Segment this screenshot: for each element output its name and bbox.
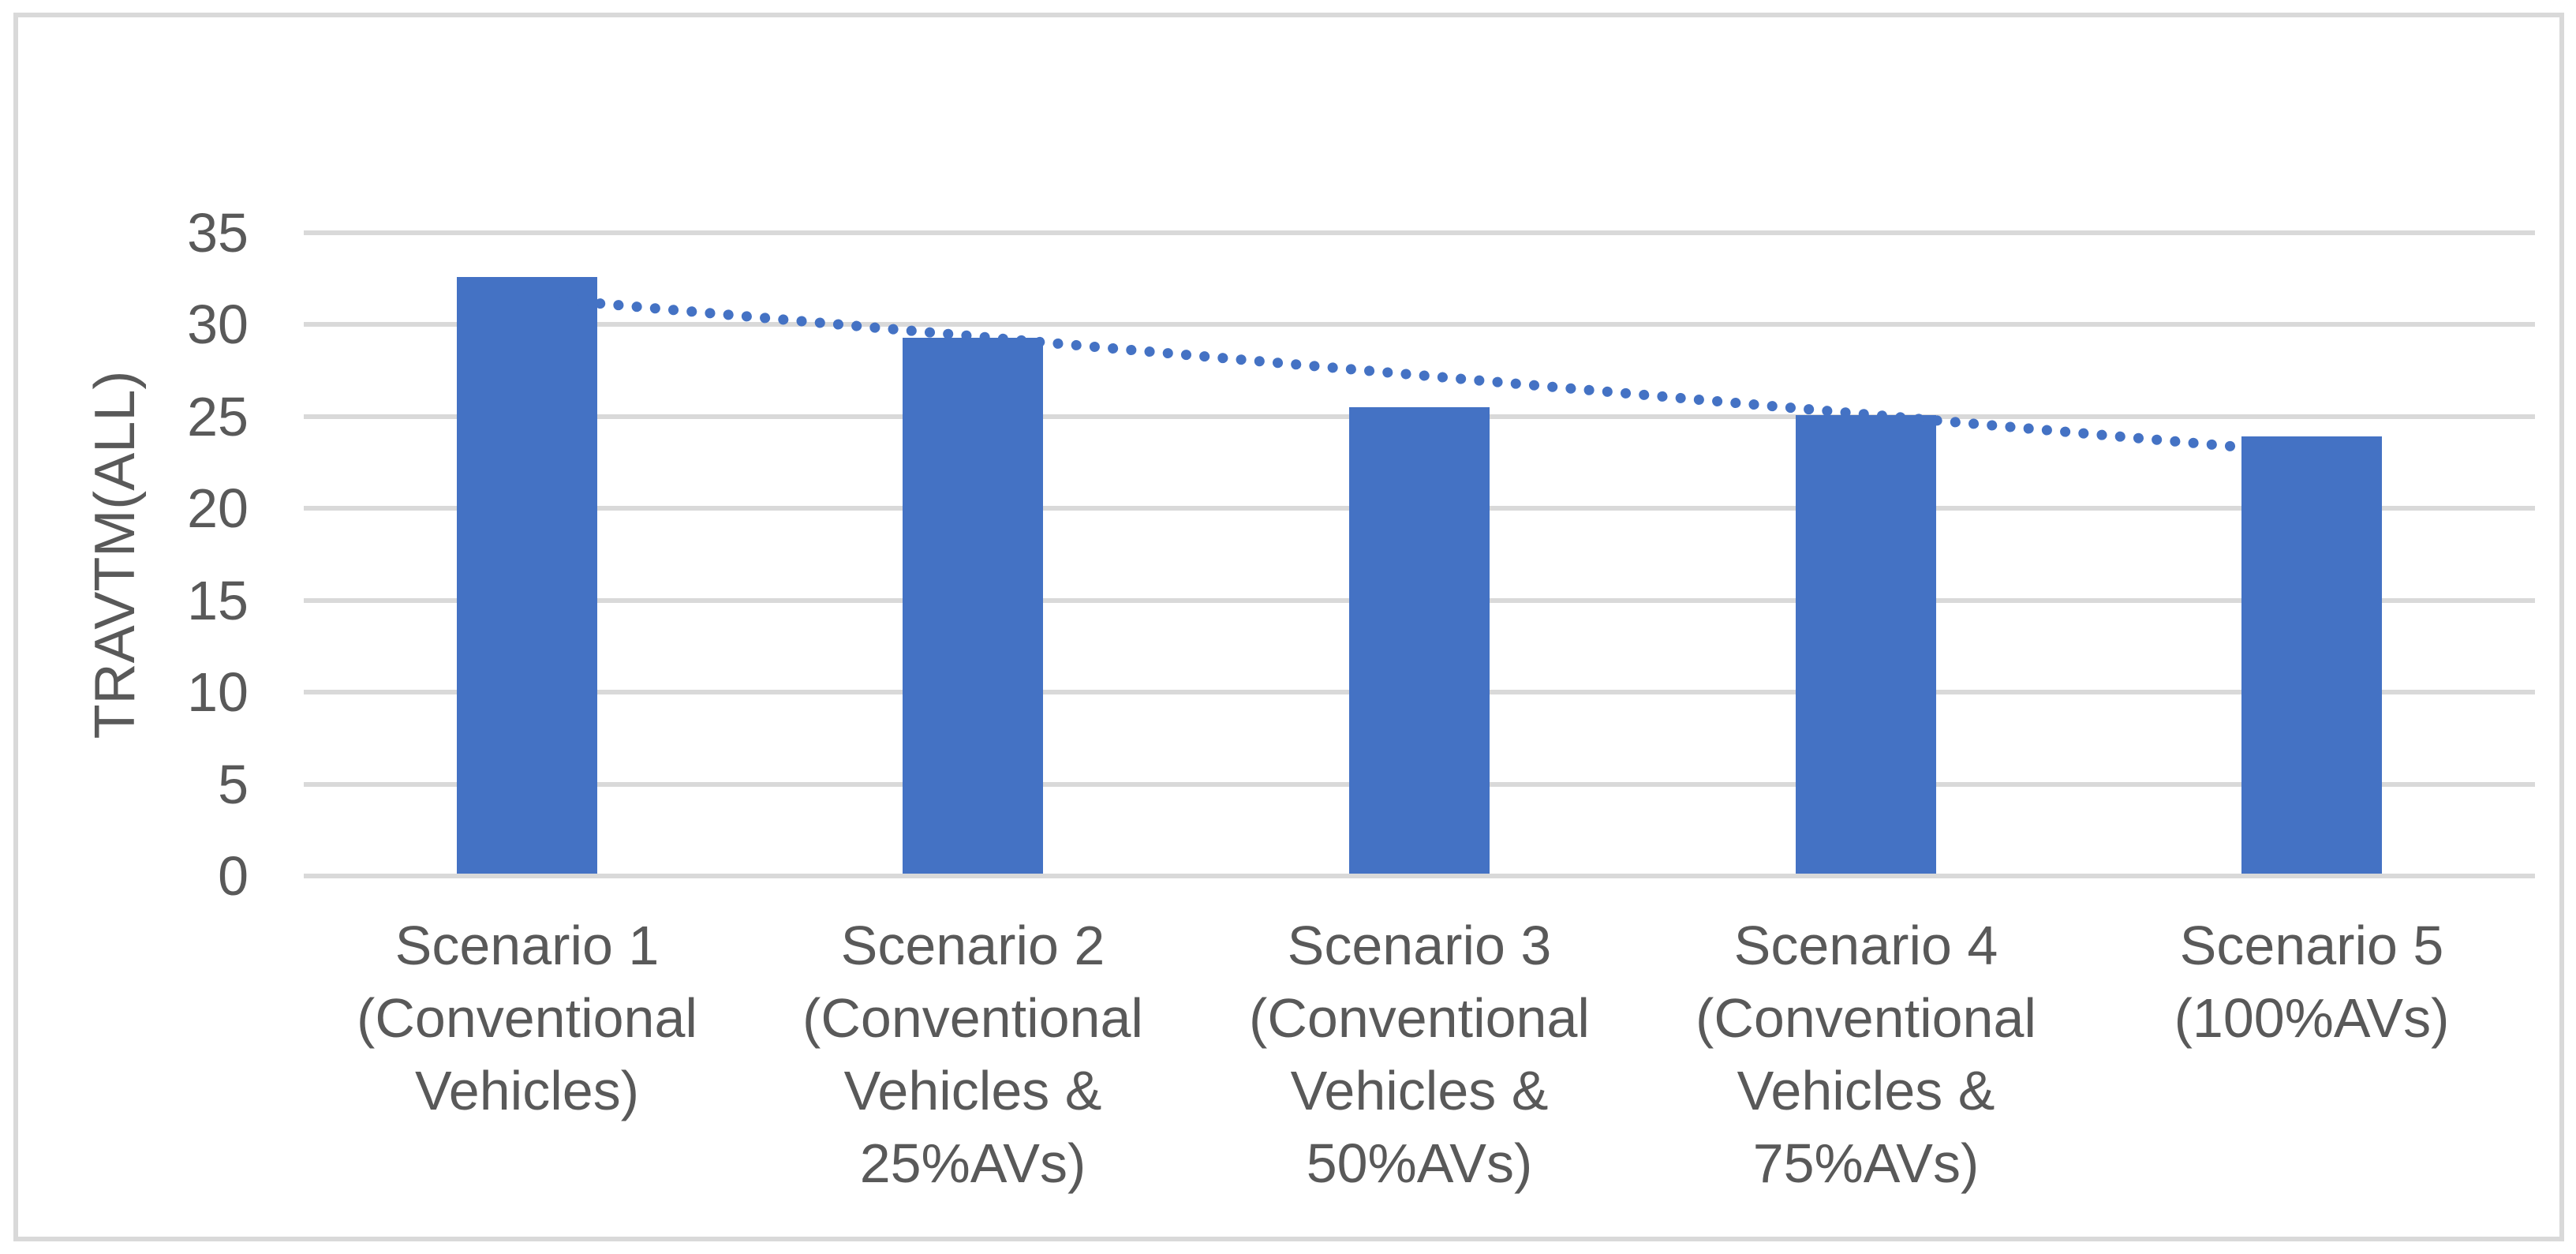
bar (903, 338, 1043, 874)
x-axis-category-label: Scenario 3 (Conventional Vehicles & 50%A… (1249, 915, 1590, 1194)
x-axis-category-label: Scenario 4 (Conventional Vehicles & 75%A… (1696, 915, 2036, 1194)
y-tick-label: 30 (187, 294, 249, 355)
bar (1349, 407, 1490, 874)
y-tick-label: 20 (187, 477, 249, 539)
y-tick-label: 35 (187, 202, 249, 264)
x-axis-category-label: Scenario 2 (Conventional Vehicles & 25%A… (802, 915, 1143, 1194)
y-tick-label: 15 (187, 570, 249, 631)
gridline (304, 230, 2535, 235)
y-tick-label: 0 (218, 845, 249, 907)
x-axis-category-label: Scenario 1 (Conventional Vehicles) (357, 915, 697, 1121)
x-axis-line (304, 874, 2535, 878)
bar (2241, 436, 2382, 874)
y-tick-label: 5 (218, 754, 249, 815)
gridline (304, 322, 2535, 327)
chart-frame (13, 13, 2564, 1241)
bar (457, 277, 597, 874)
x-axis-category-label: Scenario 5 (100%AVs) (2174, 915, 2450, 1049)
y-tick-label: 10 (187, 661, 249, 723)
bar (1796, 415, 1936, 874)
y-tick-label: 25 (187, 386, 249, 447)
